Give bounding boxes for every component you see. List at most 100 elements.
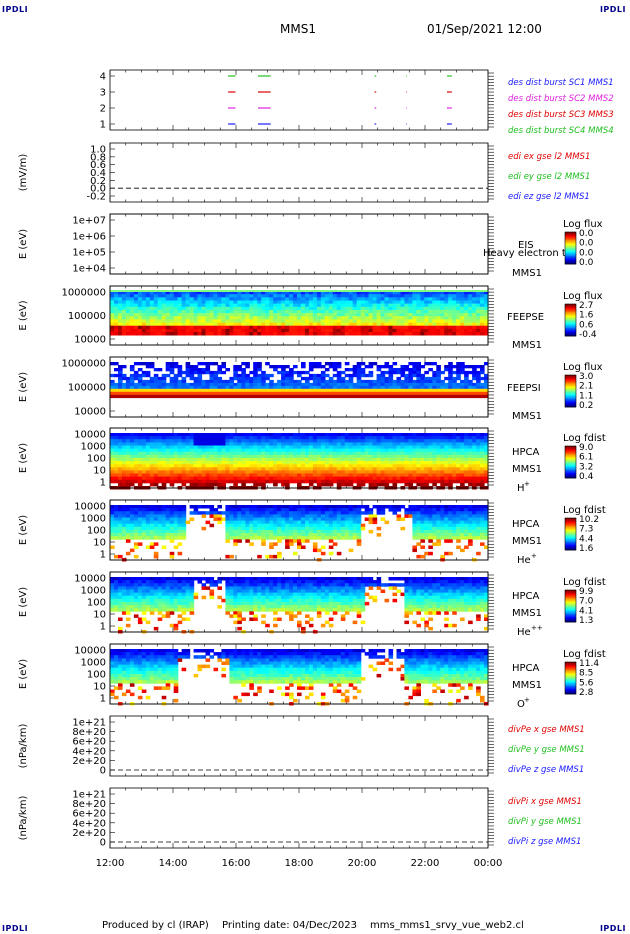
- heatmap-cell: [293, 388, 298, 393]
- heatmap-cell: [269, 332, 274, 336]
- heatmap-cell: [456, 394, 461, 399]
- heatmap-cell: [480, 457, 485, 462]
- heatmap-cell: [460, 394, 465, 399]
- heatmap-cell: [145, 322, 151, 327]
- heatmap-cell: [225, 461, 230, 465]
- heatmap-cell: [384, 385, 390, 390]
- heatmap-cell: [301, 479, 306, 484]
- heatmap-cell: [233, 479, 238, 484]
- heatmap-cell: [448, 445, 453, 449]
- heatmap-cell: [229, 505, 234, 509]
- heatmap-cell: [173, 514, 179, 518]
- heatmap-cell: [305, 461, 310, 465]
- heatmap-cell: [336, 365, 342, 369]
- heatmap-cell: [436, 306, 441, 311]
- heatmap-cell: [245, 382, 250, 387]
- heatmap-cell: [436, 319, 441, 323]
- heatmap-cell: [157, 464, 163, 468]
- heatmap-cell: [277, 379, 282, 384]
- heatmap-cell: [436, 373, 441, 378]
- heatmap-cell: [400, 291, 406, 295]
- heatmap-cell: [428, 479, 433, 484]
- heatmap-cell: [153, 436, 159, 440]
- heatmap-cell: [289, 385, 294, 390]
- heatmap-cell: [332, 473, 338, 477]
- heatmap-cell: [225, 309, 230, 314]
- heatmap-cell: [472, 445, 477, 449]
- heatmap-cell: [133, 467, 139, 471]
- heatmap-cell: [440, 464, 445, 468]
- heatmap-cell: [121, 316, 127, 320]
- heatmap-cell: [448, 373, 453, 378]
- heatmap-cell: [241, 362, 246, 366]
- heatmap-cell: [169, 451, 175, 456]
- heatmap-cell: [249, 332, 254, 336]
- heatmap-cell: [261, 332, 266, 336]
- heatmap-cell: [360, 309, 366, 314]
- heatmap-cell: [308, 309, 314, 314]
- heatmap-cell: [400, 464, 406, 468]
- heatmap-cell: [261, 328, 266, 333]
- heatmap-cell: [301, 370, 306, 375]
- heatmap-cell: [328, 445, 334, 449]
- heatmap-cell: [161, 533, 167, 537]
- heatmap-cell: [265, 313, 270, 317]
- heatmap-cell: [201, 368, 207, 372]
- heatmap-cell: [364, 461, 370, 465]
- heatmap-cell: [305, 473, 310, 477]
- heatmap-cell: [484, 457, 489, 462]
- heatmap-cell: [376, 442, 382, 446]
- heatmap-cell: [221, 382, 226, 387]
- y-axis-label: E (eV): [18, 229, 29, 259]
- heatmap-cell: [121, 332, 127, 336]
- heatmap-cell: [257, 467, 262, 471]
- heatmap-cell: [241, 442, 246, 446]
- heatmap-cell: [476, 365, 481, 369]
- heatmap-cell: [237, 332, 242, 336]
- heatmap-cell: [396, 394, 402, 399]
- heatmap-cell: [424, 391, 429, 396]
- heatmap-cell: [209, 523, 215, 528]
- heatmap-cell: [181, 536, 187, 540]
- heatmap-cell: [225, 476, 230, 481]
- heatmap-cell: [169, 436, 175, 440]
- heatmap-cell: [169, 467, 175, 471]
- heatmap-cell: [221, 365, 226, 369]
- heatmap-cell: [293, 442, 298, 446]
- heatmap-cell: [257, 376, 262, 381]
- heatmap-cell: [289, 436, 294, 440]
- heatmap-cell: [404, 433, 409, 437]
- heatmap-cell: [213, 376, 219, 381]
- heatmap-cell: [141, 517, 147, 521]
- heatmap-cell: [165, 445, 171, 449]
- heatmap-cell: [476, 297, 481, 301]
- heatmap-cell: [173, 454, 179, 459]
- heatmap-cell: [436, 300, 441, 304]
- heatmap-cell: [281, 325, 286, 330]
- heatmap-cell: [237, 373, 242, 378]
- heatmap-cell: [384, 388, 390, 393]
- heatmap-cell: [396, 476, 402, 481]
- heatmap-cell: [400, 370, 406, 375]
- heatmap-cell: [133, 297, 139, 301]
- heatmap-cell: [316, 394, 322, 399]
- heatmap-cell: [249, 439, 254, 443]
- heatmap-cell: [344, 442, 350, 446]
- heatmap-cell: [420, 328, 425, 333]
- heatmap-cell: [217, 476, 222, 481]
- heatmap-cell: [185, 290, 191, 292]
- heatmap-cell: [344, 303, 350, 308]
- heatmap-cell: [110, 517, 115, 521]
- heatmap-cell: [181, 436, 187, 440]
- heatmap-cell: [217, 300, 222, 304]
- heatmap-cell: [125, 457, 131, 462]
- heatmap-cell: [336, 370, 342, 375]
- heatmap-cell: [424, 461, 429, 465]
- heatmap-cell: [293, 464, 298, 468]
- heatmap-cell: [352, 457, 358, 462]
- heatmap-cell: [205, 442, 211, 446]
- heatmap-cell: [181, 328, 187, 333]
- heatmap-cell: [169, 297, 175, 301]
- heatmap-cell: [412, 291, 417, 295]
- heatmap-cell: [328, 313, 334, 317]
